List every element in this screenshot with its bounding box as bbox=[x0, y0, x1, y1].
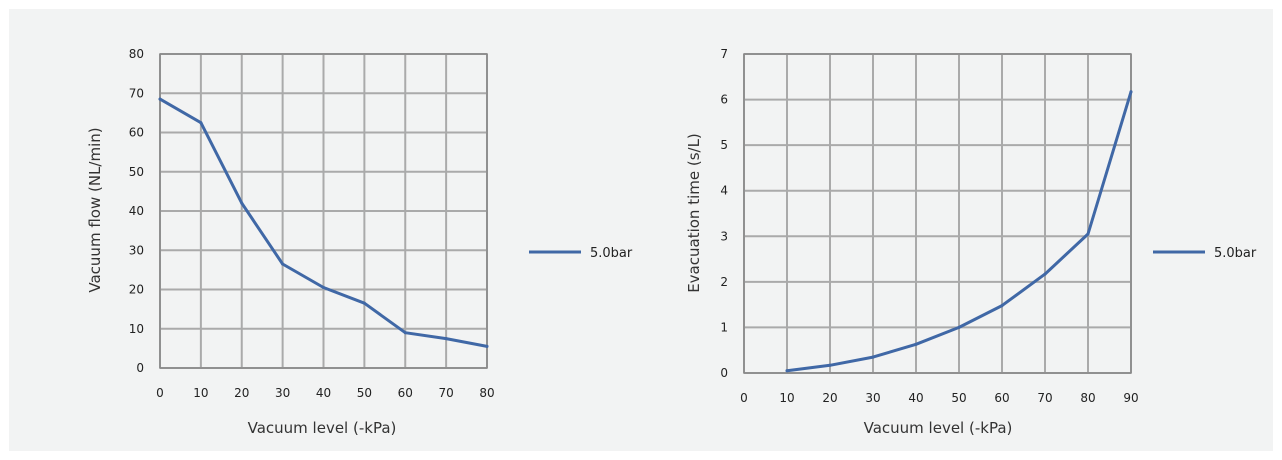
y-tick-labels: 0 10 20 30 40 50 60 70 80 bbox=[129, 47, 144, 375]
x-tick-label: 60 bbox=[994, 391, 1009, 405]
x-tick-label: 40 bbox=[316, 386, 331, 400]
legend: 5.0bar bbox=[529, 246, 633, 261]
y-tick-label: 70 bbox=[129, 86, 144, 100]
x-tick-labels: 0 10 20 30 40 50 60 70 80 bbox=[156, 386, 494, 400]
x-tick-label: 70 bbox=[1037, 391, 1052, 405]
legend: 5.0bar bbox=[1153, 246, 1257, 261]
y-tick-label: 1 bbox=[720, 320, 728, 334]
y-tick-label: 50 bbox=[129, 165, 144, 179]
data-point bbox=[785, 369, 789, 373]
y-tick-label: 10 bbox=[129, 322, 144, 336]
data-point bbox=[403, 331, 407, 335]
x-tick-label: 60 bbox=[398, 386, 413, 400]
series-line bbox=[785, 90, 1133, 373]
data-point bbox=[914, 342, 918, 346]
chart-panel bbox=[9, 9, 1273, 451]
x-axis-label: Vacuum level (-kPa) bbox=[864, 419, 1013, 437]
y-tick-label: 2 bbox=[720, 275, 728, 289]
y-axis-label: Evacuation time (s/L) bbox=[685, 133, 703, 293]
data-point bbox=[240, 201, 244, 205]
x-axis-label: Vacuum level (-kPa) bbox=[248, 419, 397, 437]
x-tick-label: 50 bbox=[951, 391, 966, 405]
data-point bbox=[828, 363, 832, 367]
legend-label: 5.0bar bbox=[1214, 246, 1257, 261]
data-point bbox=[322, 286, 325, 289]
y-tick-label: 0 bbox=[136, 361, 144, 375]
x-tick-label: 30 bbox=[865, 391, 880, 405]
y-tick-labels: 0 1 2 3 4 5 6 7 bbox=[720, 47, 728, 380]
data-point bbox=[1000, 304, 1004, 308]
y-tick-label: 7 bbox=[720, 47, 728, 61]
x-tick-label: 80 bbox=[1080, 391, 1095, 405]
data-point bbox=[871, 355, 875, 359]
data-point bbox=[485, 344, 489, 348]
y-tick-label: 5 bbox=[720, 138, 728, 152]
x-tick-label: 10 bbox=[779, 391, 794, 405]
y-tick-label: 60 bbox=[129, 126, 144, 140]
x-tick-labels: 0 10 20 30 40 50 60 70 80 90 bbox=[740, 391, 1138, 405]
x-tick-label: 40 bbox=[908, 391, 923, 405]
plot-border bbox=[743, 53, 1132, 374]
y-tick-label: 40 bbox=[129, 204, 144, 218]
data-point bbox=[199, 121, 203, 125]
data-point bbox=[1043, 272, 1047, 276]
grid-lines bbox=[159, 53, 488, 369]
x-tick-label: 90 bbox=[1123, 391, 1138, 405]
x-tick-label: 30 bbox=[275, 386, 290, 400]
y-tick-label: 3 bbox=[720, 229, 728, 243]
evacuation-time-chart: 0 10 20 30 40 50 60 70 80 90 0 1 2 3 4 5 6 7 Vacuum leve… bbox=[685, 47, 1257, 437]
vacuum-flow-chart: 0 10 20 30 40 50 60 70 80 0 10 20 30 40 50 60 70 80 Vacu… bbox=[86, 47, 633, 437]
plot-border bbox=[159, 53, 488, 369]
x-tick-label: 20 bbox=[822, 391, 837, 405]
legend-label: 5.0bar bbox=[590, 246, 633, 261]
data-point bbox=[957, 325, 961, 329]
y-tick-label: 20 bbox=[129, 283, 144, 297]
data-point bbox=[1086, 232, 1090, 236]
data-point bbox=[444, 337, 448, 341]
x-tick-label: 80 bbox=[479, 386, 494, 400]
grid-lines bbox=[743, 53, 1132, 374]
y-tick-label: 80 bbox=[129, 47, 144, 61]
x-tick-label: 10 bbox=[193, 386, 208, 400]
x-tick-label: 20 bbox=[234, 386, 249, 400]
series-line bbox=[158, 97, 489, 348]
y-tick-label: 6 bbox=[720, 93, 728, 107]
data-point bbox=[281, 262, 285, 266]
x-tick-label: 70 bbox=[438, 386, 453, 400]
data-point bbox=[362, 301, 366, 305]
y-tick-label: 0 bbox=[720, 366, 728, 380]
y-tick-label: 30 bbox=[129, 243, 144, 257]
x-tick-label: 0 bbox=[156, 386, 164, 400]
x-tick-label: 0 bbox=[740, 391, 748, 405]
data-point bbox=[158, 97, 162, 101]
data-point bbox=[1129, 90, 1133, 94]
y-axis-label: Vacuum flow (NL/min) bbox=[86, 127, 104, 292]
y-tick-label: 4 bbox=[720, 184, 728, 198]
x-tick-label: 50 bbox=[357, 386, 372, 400]
